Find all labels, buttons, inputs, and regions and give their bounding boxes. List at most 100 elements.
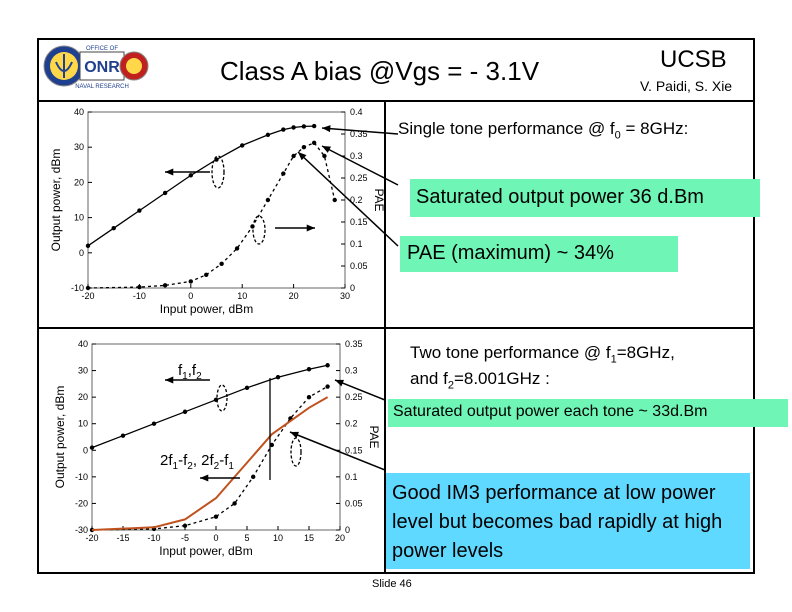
x-tick-label: 15 [304, 533, 314, 543]
x-tick-label: 20 [289, 291, 299, 301]
x-tick-label: 10 [237, 291, 247, 301]
x-tick-label: 0 [188, 291, 193, 301]
y2-tick-label: 0.05 [345, 498, 363, 508]
data-point [182, 523, 188, 528]
y2-tick-label: 0.35 [345, 339, 363, 349]
y-tick-label: 40 [74, 107, 84, 117]
y-axis-label: Output power, dBm [49, 149, 63, 252]
data-point [265, 132, 271, 138]
arrow-sat-1 [321, 127, 399, 135]
data-point [251, 474, 256, 480]
saturated-power-text: Saturated output power 36 d.Bm [416, 186, 704, 208]
series-line-3 [91, 396, 329, 531]
chart-2: -20 -15 -10 -5 0 5 10 15 20-30-20-1001020304000.… [53, 339, 381, 558]
im3-highlight [386, 473, 750, 569]
y-tick-label: 10 [78, 419, 88, 429]
y-axis-label: Output power, dBm [53, 386, 67, 489]
arrow-pae-max [297, 151, 399, 247]
two-tone-line2: and f2=8.001GHz : [410, 369, 675, 395]
data-point [306, 394, 312, 400]
slide-number: Slide 46 [372, 578, 412, 590]
y2-tick-label: 0.4 [350, 107, 363, 117]
pae-max-highlight [400, 236, 678, 272]
left-panel-divider-bottom [384, 327, 386, 574]
data-point [240, 143, 245, 148]
ellipse-pout [211, 155, 225, 189]
ellipse-fund [216, 384, 228, 412]
data-point [162, 283, 168, 288]
arrow-pout-head [165, 168, 174, 176]
data-point [85, 285, 91, 291]
two-tone-l2-sub: 2 [447, 379, 454, 392]
section-divider [37, 327, 755, 329]
li-e: , 2f [192, 452, 214, 469]
y2-tick-label: 0.35 [350, 129, 368, 139]
li-d: 2 [187, 461, 193, 472]
y2-tick-label: 0.2 [350, 195, 363, 205]
x-tick-label: 5 [244, 533, 249, 543]
data-point [89, 445, 95, 450]
x-tick-label: 30 [340, 291, 350, 301]
data-point [265, 197, 271, 203]
series-line-1 [91, 364, 328, 449]
data-point [325, 363, 330, 368]
x-axis-label: Input power, dBm [160, 302, 253, 316]
y-tick-label: 10 [74, 213, 84, 223]
data-point [204, 272, 209, 277]
label-im3: 2f1-f2, 2f2-f1 [160, 452, 234, 472]
arrow-sat-1-head [322, 125, 331, 133]
data-point [120, 433, 126, 438]
y-tick-label: -30 [75, 525, 88, 535]
lf-c: ,f [187, 362, 197, 379]
x-tick-label: -5 [181, 533, 189, 543]
data-point [322, 153, 327, 159]
data-point [162, 190, 168, 196]
data-point [281, 171, 286, 176]
authors: V. Paidi, S. Xie [640, 78, 733, 94]
data-point [232, 501, 237, 506]
data-point [291, 153, 296, 159]
data-point [301, 145, 307, 150]
arrow-sat-2-head [322, 146, 331, 153]
data-point [306, 367, 312, 372]
li-c: -f [178, 452, 188, 469]
arrow-im3-curve-head [290, 431, 299, 439]
data-point [301, 124, 307, 129]
y2-tick-label: 0.15 [345, 445, 363, 455]
y-tick-label: -10 [71, 283, 84, 293]
y2-tick-label: 0.25 [350, 173, 368, 183]
lf-b: 1 [182, 371, 188, 382]
two-tone-saturated-highlight [388, 399, 788, 427]
left-panel-divider-top [384, 100, 386, 328]
pae-max-text: PAE (maximum) ~ 34% [407, 242, 614, 264]
y2-tick-label: 0 [350, 283, 355, 293]
x-tick-label: -15 [116, 533, 129, 543]
li-b: 1 [172, 461, 179, 472]
y2-tick-label: 0.05 [350, 261, 368, 271]
data-point [311, 123, 317, 129]
data-point [325, 384, 330, 389]
data-point [188, 173, 193, 178]
arrow-two-sat-head [335, 379, 344, 387]
x-axis-label: Input power, dBm [159, 544, 252, 558]
arrow-two-sat [334, 379, 386, 401]
y2-tick-label: 0.3 [350, 151, 363, 161]
data-point [137, 284, 142, 290]
y-tick-label: 30 [74, 142, 84, 152]
chart-1: -20 -10 0 10 20 30-1001020304000.050.10.150.2… [49, 107, 386, 316]
data-point [234, 246, 240, 251]
x-tick-label: 0 [213, 533, 218, 543]
lf-a: f [178, 362, 183, 379]
y-tick-label: 20 [78, 392, 88, 402]
two-tone-l1-a: Two tone performance @ f [410, 343, 611, 362]
im3-text: Good IM3 performance at low power level … [392, 482, 723, 562]
two-tone-saturated-text: Saturated output power each tone ~ 33d.B… [393, 403, 708, 420]
data-point [311, 140, 317, 145]
y2-tick-label: 0.25 [345, 392, 363, 402]
two-tone-line1: Two tone performance @ f1=8GHz, [410, 343, 675, 369]
label-fundamental: f1,f2 [178, 362, 202, 382]
data-point [188, 279, 193, 284]
y-tick-label: 20 [74, 177, 84, 187]
ellipse-im3 [290, 437, 302, 467]
